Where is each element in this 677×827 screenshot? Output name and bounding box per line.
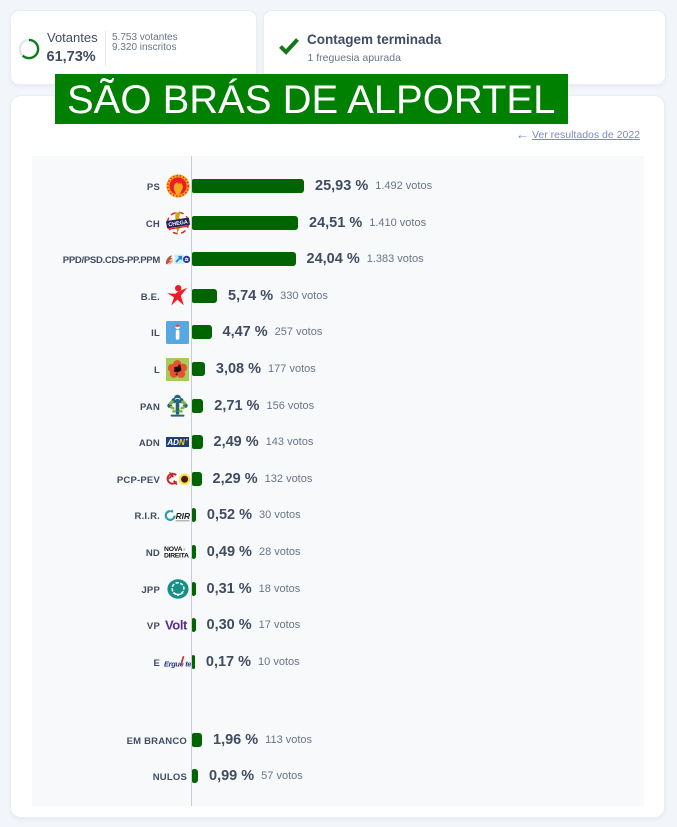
svg-text:NOVA ®: NOVA ® (164, 546, 186, 553)
svg-text:RIR: RIR (176, 511, 190, 521)
svg-text:CHEGA: CHEGA (168, 219, 188, 228)
svg-text:ADN: ADN (166, 438, 185, 447)
svg-text:Ergue te: Ergue te (164, 659, 191, 668)
svg-text:Volt: Volt (165, 618, 188, 632)
svg-text:DIREITA: DIREITA (164, 553, 189, 559)
